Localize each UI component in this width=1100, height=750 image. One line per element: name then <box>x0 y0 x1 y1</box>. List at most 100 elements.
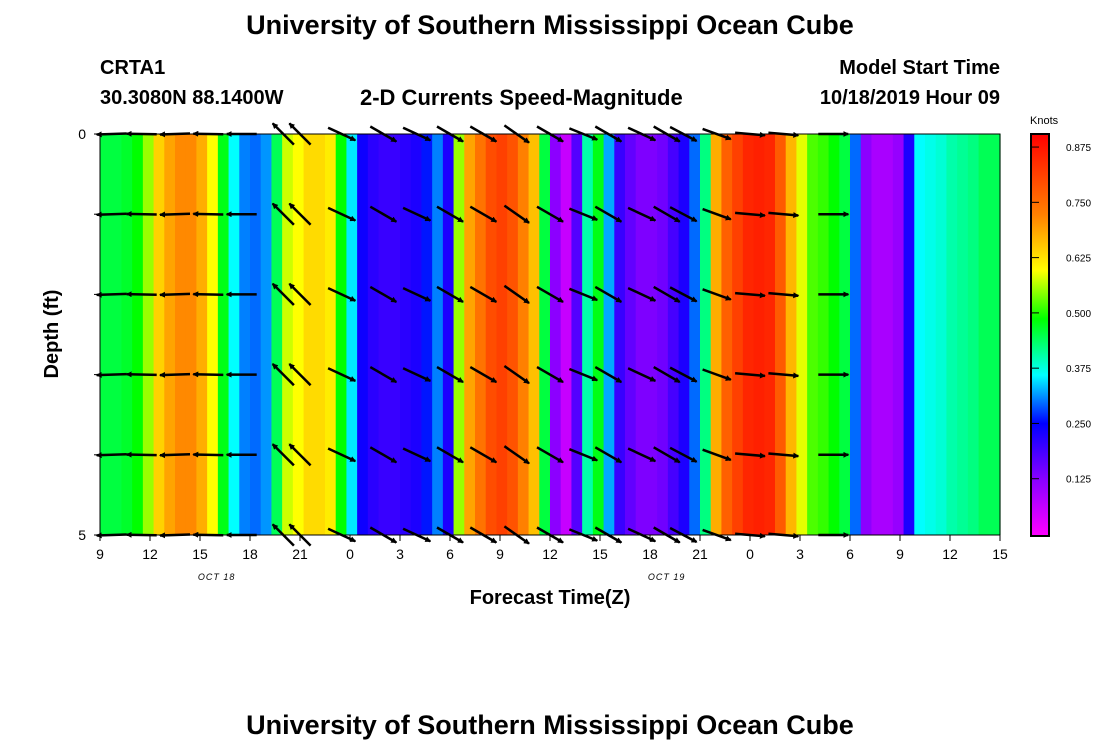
heatmap-column <box>260 134 273 535</box>
current-vector-arrow <box>327 527 357 543</box>
heatmap-column <box>625 134 637 535</box>
heatmap-column <box>753 134 765 535</box>
station-id: CRTA1 <box>100 57 166 79</box>
heatmap-column <box>689 134 701 535</box>
current-vector-arrow <box>469 205 498 223</box>
current-vector-arrow <box>95 452 127 459</box>
current-vector-arrow <box>327 126 357 142</box>
current-vector-arrow <box>503 204 530 224</box>
heatmap-column <box>614 134 626 535</box>
heatmap-column <box>678 134 690 535</box>
current-vector-arrow <box>594 285 623 303</box>
heatmap-column <box>400 134 412 535</box>
colorbar-tick-label: 0.625 <box>1066 254 1091 265</box>
current-vector-arrow <box>369 125 398 143</box>
current-vector-arrows <box>95 122 850 547</box>
current-vector-arrow <box>159 131 191 138</box>
x-tick-label: 21 <box>292 546 308 562</box>
heatmap-column <box>925 134 937 535</box>
current-vector-arrow <box>734 211 766 219</box>
current-vector-arrow <box>702 448 732 462</box>
current-vector-arrow <box>469 446 498 464</box>
current-vector-arrow <box>95 211 127 218</box>
heatmap-column <box>946 134 958 535</box>
current-vector-arrow <box>702 528 732 542</box>
x-tick-label: 9 <box>96 546 104 562</box>
heatmap-column <box>603 134 615 535</box>
current-vector-arrow <box>568 127 599 141</box>
heatmap-column <box>539 134 551 535</box>
current-vector-arrow <box>436 446 464 464</box>
current-vector-arrow <box>734 291 766 299</box>
current-vector-arrow <box>768 211 800 219</box>
heatmap-column <box>732 134 744 535</box>
model-start-time: 10/18/2019 Hour 09 <box>819 87 1000 109</box>
current-vector-arrow <box>734 372 766 379</box>
current-vector-arrow <box>734 452 766 459</box>
current-vector-arrow <box>653 446 681 464</box>
current-vector-arrow <box>159 211 191 218</box>
current-vector-arrow <box>669 286 698 303</box>
current-vector-arrow <box>536 125 564 143</box>
heatmap-column <box>250 134 262 535</box>
current-vector-arrow <box>768 452 800 459</box>
heatmap-column <box>132 134 144 535</box>
current-vector-arrow <box>95 291 127 298</box>
current-vector-arrow <box>627 206 657 222</box>
heatmap-column <box>860 134 873 535</box>
heatmap-column <box>496 134 508 535</box>
x-tick-label: 9 <box>896 546 904 562</box>
x-tick-label: 3 <box>396 546 404 562</box>
heatmap-column <box>635 134 648 535</box>
current-vector-arrow <box>568 528 599 542</box>
current-vector-arrow <box>768 131 800 138</box>
current-vector-arrow <box>192 291 224 298</box>
y-axis-label: Depth (ft) <box>41 290 63 379</box>
heatmap-column <box>850 134 862 535</box>
x-tick-label: 15 <box>592 546 608 562</box>
heatmap-column <box>892 134 905 535</box>
current-vector-arrow <box>627 367 657 383</box>
heatmap-column <box>153 134 165 535</box>
current-vector-arrow <box>702 288 732 301</box>
current-vector-arrow <box>271 282 295 306</box>
heatmap-column <box>871 134 883 535</box>
colorbar-gradient <box>1030 133 1050 537</box>
colorbar-tick-label: 0.750 <box>1066 198 1091 209</box>
colorbar-tick-label: 0.375 <box>1066 364 1091 375</box>
current-vector-arrow <box>627 527 657 543</box>
colorbar-tick-label: 0.250 <box>1066 419 1091 430</box>
x-tick-label: 6 <box>446 546 454 562</box>
heatmap-column <box>464 134 476 535</box>
heatmap-column <box>967 134 980 535</box>
x-tick-label: 6 <box>846 546 854 562</box>
heatmap-column <box>507 134 519 535</box>
heatmap-column <box>389 134 401 535</box>
current-vector-arrow <box>288 363 312 387</box>
heatmap-column <box>935 134 948 535</box>
x-tick-label: 12 <box>142 546 158 562</box>
current-vector-arrow <box>192 531 224 538</box>
x-tick-label: 0 <box>746 546 754 562</box>
current-vector-arrow <box>369 205 398 223</box>
heatmap-column <box>432 134 444 535</box>
current-vector-arrow <box>768 532 800 539</box>
current-vector-arrow <box>568 207 599 221</box>
current-vector-arrow <box>369 526 398 544</box>
current-vector-arrow <box>288 202 312 226</box>
current-vector-arrow <box>192 371 224 378</box>
heatmap-column <box>882 134 894 535</box>
current-vector-arrow <box>669 526 698 544</box>
current-vector-arrow <box>288 282 312 306</box>
heatmap-column <box>817 134 830 535</box>
heatmap-column <box>410 134 423 535</box>
x-tick-label: 18 <box>242 546 258 562</box>
y-tick-label: 5 <box>78 527 86 543</box>
heatmap-column <box>325 134 337 535</box>
current-vector-arrow <box>436 285 464 303</box>
current-vector-arrow <box>95 532 127 539</box>
x-tick-label: 0 <box>346 546 354 562</box>
current-vector-arrow <box>627 447 657 463</box>
current-vector-arrow <box>159 291 191 298</box>
current-vector-arrow <box>402 126 432 142</box>
